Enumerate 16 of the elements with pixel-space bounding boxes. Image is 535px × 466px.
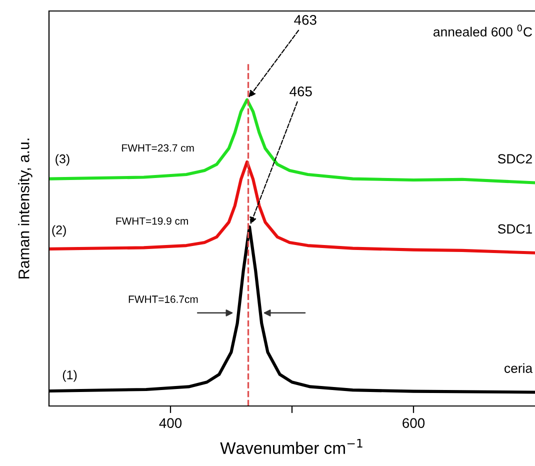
x-tick-label: 600 xyxy=(402,418,425,428)
x-axis-title: Wavenumber cm$^{−1}$ xyxy=(220,438,362,454)
annotation: (3) xyxy=(56,154,70,166)
annotation: FWHT=19.9 cm xyxy=(116,217,188,225)
text: annealed 600 $^{0}$C xyxy=(434,24,532,37)
y-axis-title: Raman intensity, a.u. xyxy=(18,138,32,278)
annotation: 465 xyxy=(290,86,312,96)
annotation: (2) xyxy=(52,225,66,237)
annotation: (1) xyxy=(62,370,77,382)
annotation: FWHT=16.7cm xyxy=(128,296,198,303)
series-label: ceria xyxy=(504,363,533,373)
annotation: 463 xyxy=(294,14,316,25)
series-label: SDC1 xyxy=(498,224,532,234)
annotation: FWHT=23.7 cm xyxy=(122,144,194,152)
x-tick-label: 400 xyxy=(159,418,182,428)
series-label: SDC2 xyxy=(498,154,532,164)
